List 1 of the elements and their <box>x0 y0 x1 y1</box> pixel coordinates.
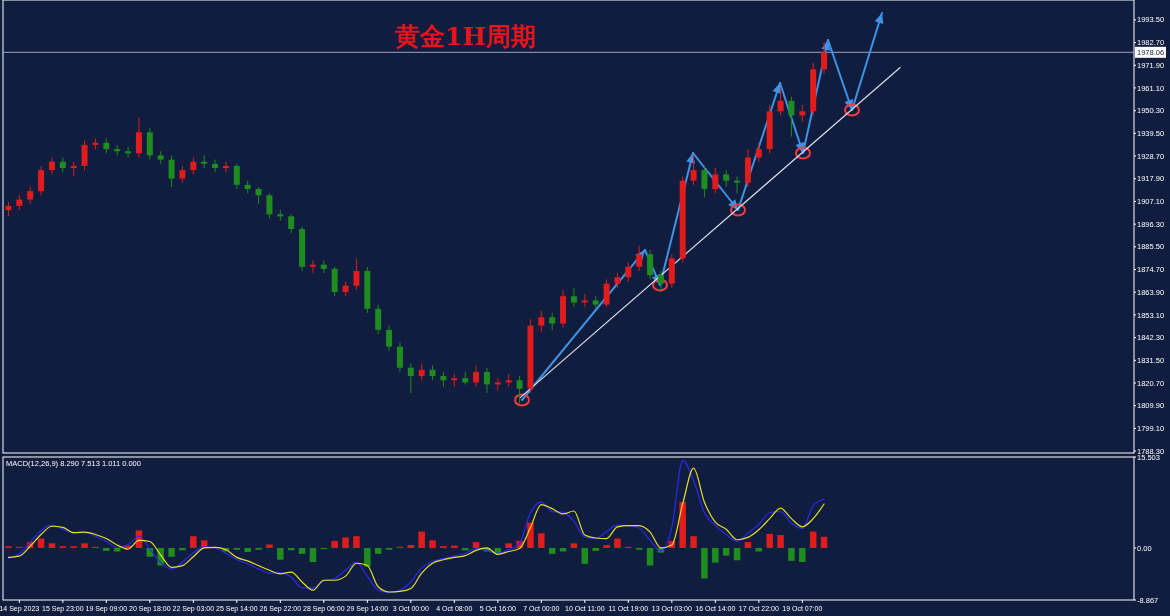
text: 黄金1H周期 <box>394 22 537 51</box>
